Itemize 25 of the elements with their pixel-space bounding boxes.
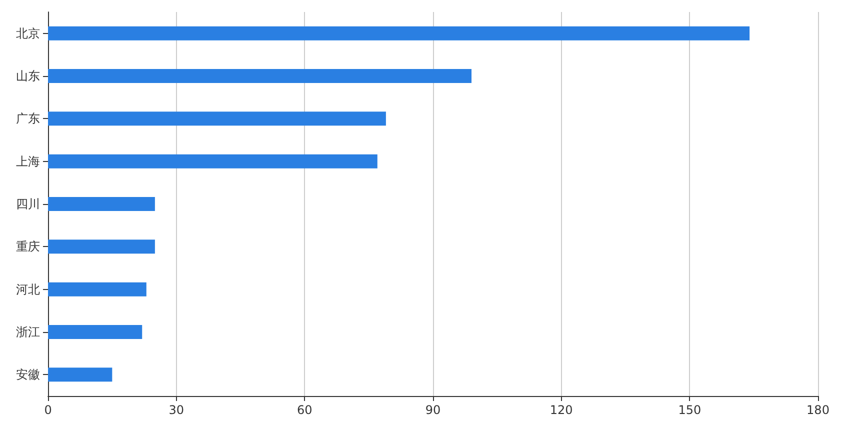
bar [48,325,142,339]
bar [48,26,750,40]
y-tick-label: 广东 [16,112,40,126]
x-tick-label: 90 [425,403,441,417]
bar [48,368,112,382]
bar [48,154,378,168]
x-tick-label: 30 [168,403,184,417]
y-tick-label: 重庆 [16,240,40,254]
bar [48,282,146,296]
y-tick-label: 安徽 [16,368,40,382]
x-tick-label: 60 [297,403,312,417]
bar [48,69,472,83]
x-tick-label: 120 [550,403,573,417]
y-tick-label: 上海 [16,154,40,168]
y-tick-label: 河北 [16,282,40,296]
x-tick-label: 150 [678,403,702,417]
y-tick-label: 四川 [16,197,40,211]
bar [48,240,155,254]
y-tick-label: 山东 [16,69,40,83]
x-tick-label: 180 [806,403,830,417]
bar [48,112,386,126]
x-tick-label: 0 [44,403,52,417]
y-tick-label: 北京 [16,26,40,40]
y-tick-label: 浙江 [16,325,40,339]
bar [48,197,155,211]
